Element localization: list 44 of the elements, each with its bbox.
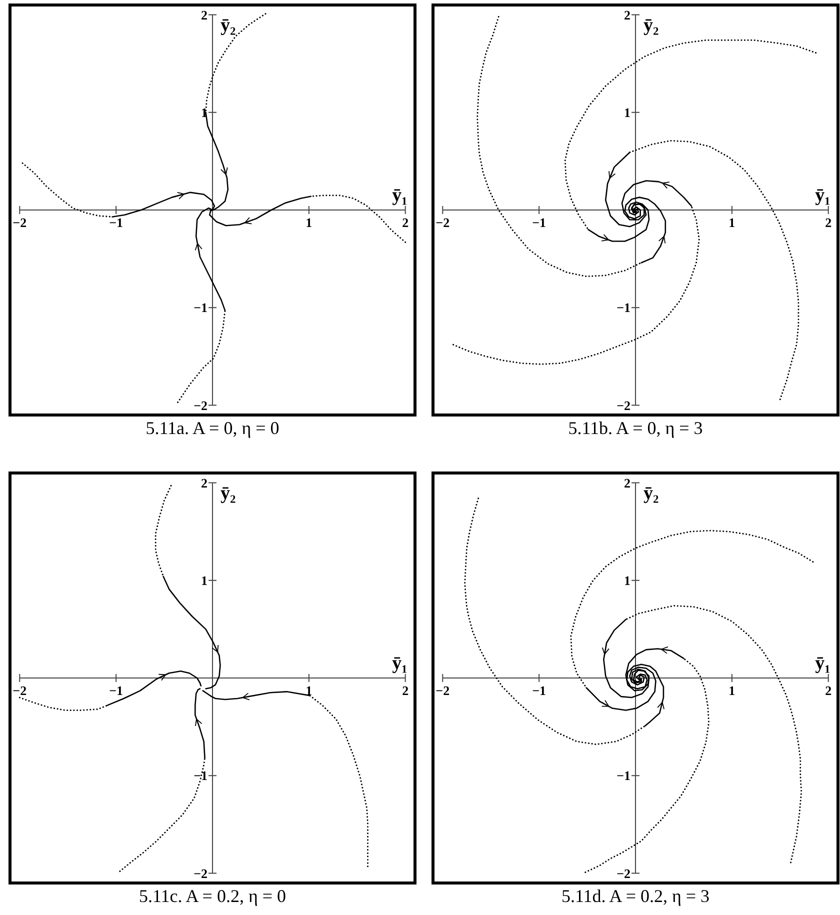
y-tick-label: 1 [201, 104, 208, 120]
y-tick-label: 1 [624, 104, 630, 120]
y-tick-label: 1 [201, 572, 208, 588]
x-tick-label: −1 [109, 215, 124, 230]
x-tick-label: −1 [532, 683, 546, 698]
y-tick-label: −1 [194, 768, 208, 784]
y-axis-title: ȳ₂ [644, 482, 659, 504]
y-tick-label: 2 [624, 7, 630, 22]
y-tick-label: −2 [616, 398, 630, 413]
y-axis-title: ȳ₂ [220, 482, 236, 504]
y-tick-label: −1 [616, 300, 630, 316]
x-tick-label: 2 [825, 215, 832, 230]
x-axis-title: ȳ₁ [815, 185, 830, 206]
x-tick-label: −2 [12, 683, 27, 698]
text: 5.11b. A = 0, η = 3 [568, 418, 703, 438]
x-axis-title: ȳ₁ [815, 653, 830, 674]
y-tick-label: −2 [194, 866, 208, 881]
x-tick-label: 1 [306, 215, 312, 230]
x-tick-label: 2 [402, 215, 409, 230]
y-tick-label: −2 [194, 398, 208, 413]
y-tick-label: −1 [194, 300, 208, 316]
text: 5.11c. A = 0.2, η = 0 [138, 886, 286, 906]
y-tick-label: −1 [616, 768, 630, 784]
x-tick-label: 2 [402, 683, 409, 698]
y-tick-label: −2 [616, 866, 630, 881]
x-tick-label: 1 [728, 683, 736, 698]
x-tick-label: −2 [12, 215, 27, 230]
x-axis-title: ȳ₁ [392, 653, 408, 674]
text: 5.11a. A = 0, η = 0 [146, 418, 280, 438]
x-tick-label: −2 [436, 683, 450, 698]
y-tick-label: 2 [624, 475, 630, 490]
y-tick-label: 1 [624, 572, 630, 588]
y-tick-label: 2 [201, 475, 208, 490]
x-tick-label: 2 [825, 683, 832, 698]
x-tick-label: 1 [306, 683, 312, 698]
x-tick-label: −2 [436, 215, 450, 230]
text: 5.11d. A = 0.2, η = 3 [561, 886, 710, 906]
x-tick-label: 1 [728, 215, 736, 230]
y-axis-title: ȳ₂ [220, 14, 236, 36]
x-tick-label: −1 [532, 215, 546, 230]
y-tick-label: 2 [201, 7, 208, 22]
y-axis-title: ȳ₂ [644, 14, 659, 36]
x-axis-title: ȳ₁ [392, 185, 408, 206]
x-tick-label: −1 [109, 683, 124, 698]
